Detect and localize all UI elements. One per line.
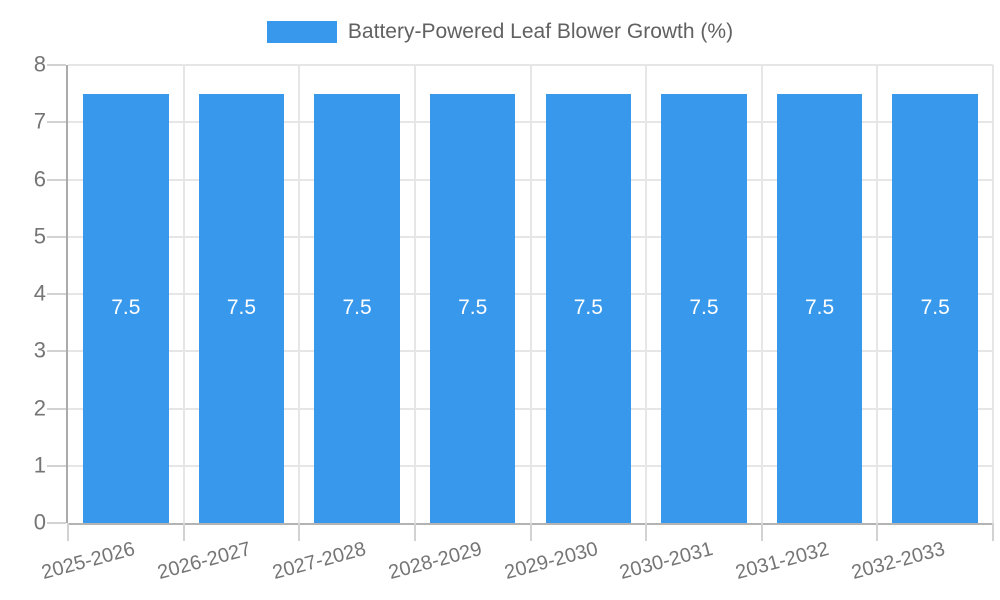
bar[interactable]: 7.5 [83, 93, 169, 523]
bar-cell: 7.5 [299, 65, 415, 523]
x-category-label: 2027-2028 [270, 538, 369, 585]
v-gridline [529, 65, 532, 523]
bar[interactable]: 7.5 [776, 93, 863, 523]
y-tick-mark [47, 235, 66, 238]
y-tick-label: 8 [33, 51, 46, 77]
x-category-label: 2032-2033 [848, 538, 947, 585]
x-category-label: 2028-2029 [386, 538, 485, 585]
y-tick-label: 4 [33, 280, 46, 306]
x-tick-mark [182, 523, 185, 541]
y-tick-label: 7 [33, 108, 46, 134]
y-tick-mark [47, 64, 66, 66]
bar-cell: 7.5 [184, 65, 300, 523]
x-category-label: 2026-2027 [155, 538, 254, 585]
v-gridline [876, 65, 879, 523]
legend-swatch [266, 21, 337, 43]
bar-value-label: 7.5 [804, 296, 835, 320]
legend-label: Battery-Powered Leaf Blower Growth (%) [347, 20, 734, 43]
y-tick-mark [47, 350, 66, 353]
x-category-label: 2031-2032 [733, 538, 832, 585]
v-gridline [645, 65, 648, 523]
x-category-label: 2029-2030 [501, 538, 601, 585]
bar-cell: 7.5 [762, 65, 878, 523]
x-tick-mark [529, 523, 532, 541]
bar-value-label: 7.5 [573, 296, 603, 320]
bar-cell: 7.5 [68, 65, 184, 523]
x-tick-mark [645, 523, 648, 541]
bar-cell: 7.5 [877, 65, 993, 523]
bar-cell: 7.5 [646, 65, 762, 523]
bar[interactable]: 7.5 [198, 93, 285, 523]
x-tick-mark [298, 523, 301, 541]
v-gridline [182, 65, 185, 523]
v-gridline [298, 65, 301, 523]
bar[interactable]: 7.5 [892, 93, 978, 523]
bar-value-label: 7.5 [689, 296, 719, 320]
bar-value-label: 7.5 [111, 296, 141, 320]
y-tick-label: 0 [33, 509, 46, 535]
y-tick-label: 3 [33, 337, 46, 363]
x-tick-mark [413, 523, 416, 541]
plot-area: 7.5 7.5 7.5 7.5 7.5 7.5 7.5 7.5 0 1 2 3 4 5 6 7 8 2025-… [34, 51, 994, 584]
x-tick-mark [992, 523, 994, 541]
y-tick-mark [47, 407, 66, 410]
y-tick-label: 1 [33, 452, 46, 478]
y-axis-line [66, 65, 68, 523]
bar-value-label: 7.5 [226, 296, 257, 320]
x-category-label: 2025-2026 [39, 538, 138, 585]
y-tick-label: 2 [33, 394, 46, 420]
bar-cell: 7.5 [531, 65, 647, 523]
x-category-label: 2030-2031 [617, 538, 716, 585]
y-tick-mark [47, 522, 66, 524]
v-gridline [760, 65, 763, 523]
bar[interactable]: 7.5 [661, 93, 747, 523]
y-tick-mark [47, 121, 66, 124]
v-gridline [992, 65, 994, 523]
y-tick-mark [47, 178, 66, 181]
bar-cell: 7.5 [415, 65, 531, 523]
x-tick-mark [760, 523, 763, 541]
v-gridline [413, 65, 416, 523]
y-tick-mark [47, 293, 66, 295]
bar[interactable]: 7.5 [429, 93, 516, 523]
bar[interactable]: 7.5 [545, 93, 632, 523]
bar-value-label: 7.5 [458, 296, 488, 320]
bar[interactable]: 7.5 [314, 93, 400, 523]
y-tick-mark [47, 464, 66, 467]
bar-value-label: 7.5 [342, 296, 372, 320]
bar-series: 7.5 7.5 7.5 7.5 7.5 7.5 7.5 7.5 [68, 65, 993, 523]
x-tick-mark [67, 523, 69, 541]
legend-item[interactable]: Battery-Powered Leaf Blower Growth (%) [0, 18, 1000, 46]
bar-value-label: 7.5 [920, 296, 950, 320]
y-tick-label: 6 [33, 165, 46, 191]
x-tick-mark [876, 523, 879, 541]
y-tick-label: 5 [33, 223, 46, 249]
